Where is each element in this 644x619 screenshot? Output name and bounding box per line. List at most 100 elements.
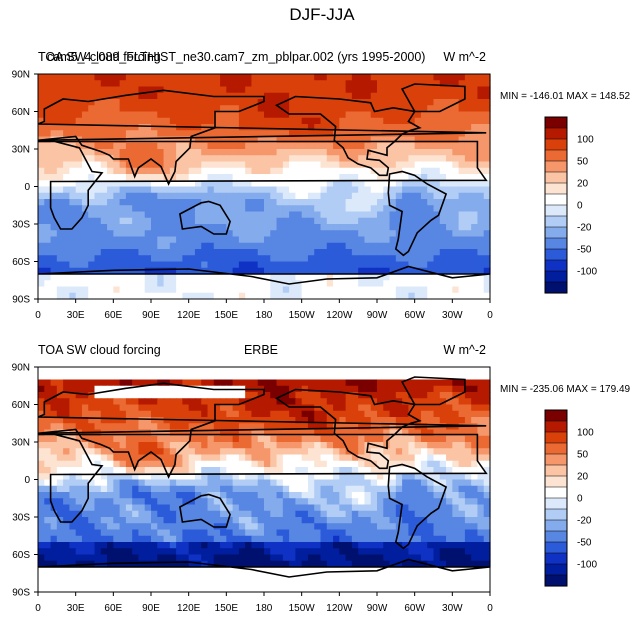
map-cell xyxy=(458,367,466,374)
map-cell xyxy=(433,517,441,524)
map-cell xyxy=(113,217,121,225)
map-cell xyxy=(471,286,479,294)
map-cell xyxy=(458,410,466,418)
map-cell xyxy=(471,417,479,424)
map-cell xyxy=(383,510,391,518)
map-cell xyxy=(452,529,460,537)
map-cell xyxy=(370,249,378,256)
map-cell xyxy=(56,249,64,256)
map-cell xyxy=(289,117,296,125)
map-cell xyxy=(326,417,334,424)
map-cell xyxy=(276,517,284,524)
map-cell xyxy=(257,74,265,81)
map-cell xyxy=(389,492,397,499)
map-cell xyxy=(119,205,127,213)
map-cell xyxy=(132,280,140,288)
map-cell xyxy=(264,155,271,163)
map-cell xyxy=(251,99,259,106)
map-cell xyxy=(471,167,479,175)
map-cell xyxy=(289,192,296,200)
map-cell xyxy=(157,261,165,269)
map-cell xyxy=(138,205,146,213)
map-cell xyxy=(56,186,64,194)
map-cell xyxy=(458,379,466,387)
map-cell xyxy=(307,523,315,531)
map-cell xyxy=(414,249,422,256)
map-cell xyxy=(446,379,453,387)
map-cell xyxy=(307,560,315,568)
map-cell xyxy=(276,404,284,412)
map-cell xyxy=(232,117,240,125)
map-cell xyxy=(119,211,127,219)
map-cell xyxy=(132,136,140,144)
map-cell xyxy=(307,99,315,106)
map-cell xyxy=(107,292,114,300)
map-cell xyxy=(88,492,96,499)
map-cell xyxy=(107,379,114,387)
map-cell xyxy=(439,174,447,181)
map-cell xyxy=(100,217,108,225)
map-cell xyxy=(439,230,447,238)
map-cell xyxy=(238,548,246,556)
map-cell xyxy=(301,560,309,568)
map-cell xyxy=(169,167,177,175)
map-cell xyxy=(433,535,441,543)
map-cell xyxy=(69,280,77,288)
map-cell xyxy=(408,205,416,213)
map-cell xyxy=(144,529,152,537)
map-cell xyxy=(351,155,359,163)
map-cell xyxy=(333,398,340,406)
map-cell xyxy=(226,161,234,169)
map-cell xyxy=(364,517,372,524)
map-cell xyxy=(301,261,309,269)
map-cell xyxy=(220,180,227,188)
map-cell xyxy=(364,435,372,443)
map-cell xyxy=(289,149,296,156)
map-cell xyxy=(458,86,466,94)
map-cell xyxy=(452,548,460,556)
map-cell xyxy=(320,236,328,244)
map-cell xyxy=(452,429,460,437)
map-cell xyxy=(107,448,114,456)
map-cell xyxy=(301,142,309,150)
map-cell xyxy=(477,274,485,281)
map-cell xyxy=(301,467,309,474)
map-cell xyxy=(464,504,472,512)
map-cell xyxy=(226,149,234,156)
map-cell xyxy=(464,230,472,238)
map-cell xyxy=(88,454,96,462)
map-cell xyxy=(471,211,479,219)
map-cell xyxy=(169,186,177,194)
map-cell xyxy=(377,155,384,163)
map-cell xyxy=(295,124,303,131)
map-cell xyxy=(44,217,52,225)
map-cell xyxy=(69,180,77,188)
map-cell xyxy=(395,111,403,119)
map-cell xyxy=(176,367,183,374)
map-cell xyxy=(314,429,322,437)
map-cell xyxy=(100,492,108,499)
map-cell xyxy=(232,167,240,175)
map-cell xyxy=(132,86,140,94)
map-cell xyxy=(213,274,221,281)
map-cell xyxy=(75,498,83,506)
map-cell xyxy=(182,448,190,456)
map-cell xyxy=(358,261,366,269)
map-cell xyxy=(389,236,397,244)
map-cell xyxy=(207,467,215,474)
map-cell xyxy=(94,423,102,431)
map-cell xyxy=(182,211,190,219)
map-cell xyxy=(125,417,133,424)
map-cell xyxy=(383,192,391,200)
map-cell xyxy=(163,186,171,194)
map-cell xyxy=(295,492,303,499)
map-cell xyxy=(125,136,133,144)
map-cell xyxy=(314,504,322,512)
map-cell xyxy=(63,117,70,125)
map-cell xyxy=(232,230,240,238)
map-cell xyxy=(333,136,340,144)
map-cell xyxy=(433,467,441,474)
map-cell xyxy=(433,74,441,81)
map-cell xyxy=(282,548,290,556)
map-cell xyxy=(201,479,209,487)
